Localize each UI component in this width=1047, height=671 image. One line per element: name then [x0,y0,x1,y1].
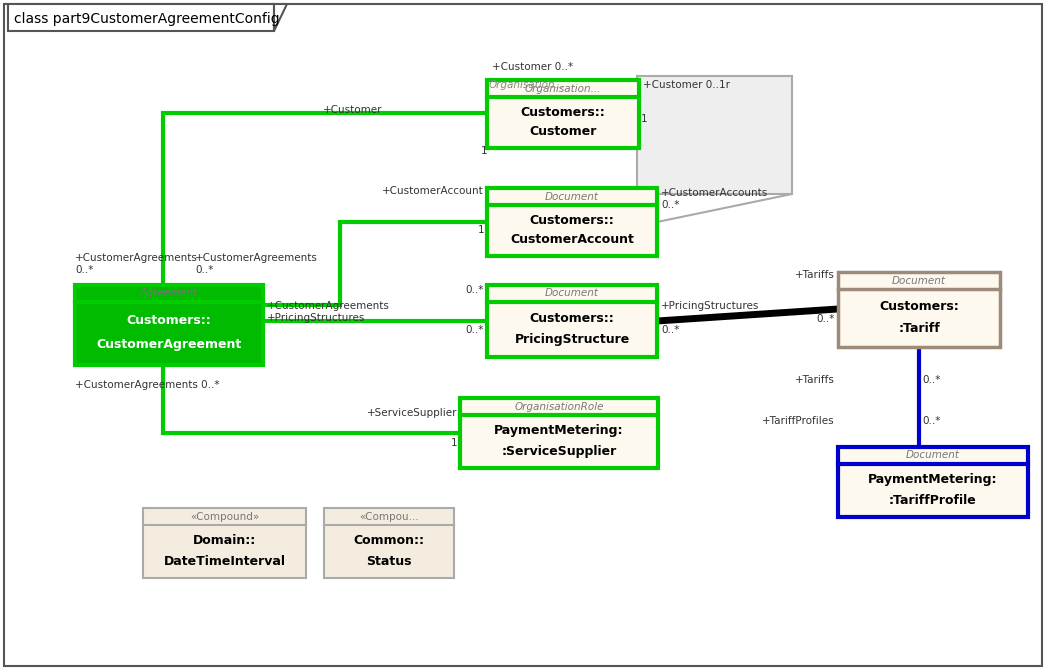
FancyBboxPatch shape [8,4,274,31]
Text: PricingStructure: PricingStructure [514,333,629,346]
Text: Document: Document [545,289,599,299]
Text: OrganisationRole: OrganisationRole [514,401,604,411]
Text: PaymentMetering:: PaymentMetering: [494,424,624,437]
Text: 1: 1 [477,225,484,235]
FancyBboxPatch shape [460,398,658,468]
FancyBboxPatch shape [75,285,263,365]
Text: «Compou...: «Compou... [359,511,419,521]
Text: Common::: Common:: [354,534,424,548]
Text: +PricingStructures: +PricingStructures [661,301,759,311]
Text: CustomerAccount: CustomerAccount [510,234,633,246]
FancyBboxPatch shape [637,76,792,194]
Text: +CustomerAgreements: +CustomerAgreements [267,301,389,311]
FancyBboxPatch shape [838,272,1000,347]
Text: 0..*: 0..* [661,325,680,335]
FancyBboxPatch shape [4,4,1042,666]
Text: 0..*: 0..* [195,265,214,275]
Text: 1: 1 [641,114,648,124]
Text: :Tariff: :Tariff [898,322,940,335]
Text: +Customer 0..*: +Customer 0..* [492,62,573,72]
FancyBboxPatch shape [487,188,658,256]
Text: +TariffProfiles: +TariffProfiles [762,416,836,426]
Text: Organisation...: Organisation... [489,80,565,90]
Text: +Customer: +Customer [322,105,382,115]
Text: +CustomerAgreements: +CustomerAgreements [195,253,318,263]
Text: Customers::: Customers:: [520,106,605,119]
Text: Document: Document [906,450,960,460]
Text: PaymentMetering:: PaymentMetering: [868,474,998,486]
Text: :TariffProfile: :TariffProfile [889,494,977,507]
FancyBboxPatch shape [487,285,658,357]
Text: «Compound»: «Compound» [190,511,259,521]
Text: 0..*: 0..* [922,375,940,385]
Text: 1: 1 [450,438,456,448]
Text: 0..*: 0..* [466,325,484,335]
Text: Customers::: Customers:: [127,315,211,327]
Text: +ServiceSupplier: +ServiceSupplier [366,408,456,418]
Text: +CustomerAccounts: +CustomerAccounts [661,188,768,198]
Text: Customers:: Customers: [879,300,959,313]
Text: CustomerAgreement: CustomerAgreement [96,338,242,352]
Text: Customers::: Customers:: [530,312,615,325]
Text: +CustomerAgreements 0..*: +CustomerAgreements 0..* [75,380,220,390]
Text: 1: 1 [481,146,487,156]
Text: Customer: Customer [530,125,597,138]
Text: 0..*: 0..* [817,314,836,324]
FancyBboxPatch shape [324,508,454,578]
Text: +CustomerAgreements: +CustomerAgreements [75,253,198,263]
FancyBboxPatch shape [838,447,1028,517]
Text: 0..*: 0..* [661,200,680,210]
Text: Agreement: Agreement [140,289,198,299]
Text: :ServiceSupplier: :ServiceSupplier [502,445,617,458]
Text: Status: Status [366,554,411,568]
Text: DateTimeInterval: DateTimeInterval [163,554,286,568]
Text: Customers::: Customers:: [530,214,615,227]
Text: 0..*: 0..* [466,285,484,295]
Text: +PricingStructures: +PricingStructures [267,313,365,323]
Text: +Tariffs: +Tariffs [795,270,836,280]
Text: Organisation...: Organisation... [525,83,601,93]
Text: +Tariffs: +Tariffs [795,375,836,385]
Text: Document: Document [545,191,599,201]
Text: class part9CustomerAgreementConfig: class part9CustomerAgreementConfig [14,12,280,26]
Text: 0..*: 0..* [922,416,940,426]
Text: Document: Document [892,276,946,285]
Polygon shape [274,4,287,31]
Text: +CustomerAccount: +CustomerAccount [382,186,484,196]
FancyBboxPatch shape [487,80,639,148]
Text: 0..*: 0..* [75,265,93,275]
Text: +Customer 0..1r: +Customer 0..1r [643,80,730,90]
FancyBboxPatch shape [143,508,306,578]
Text: Domain::: Domain:: [193,534,257,548]
